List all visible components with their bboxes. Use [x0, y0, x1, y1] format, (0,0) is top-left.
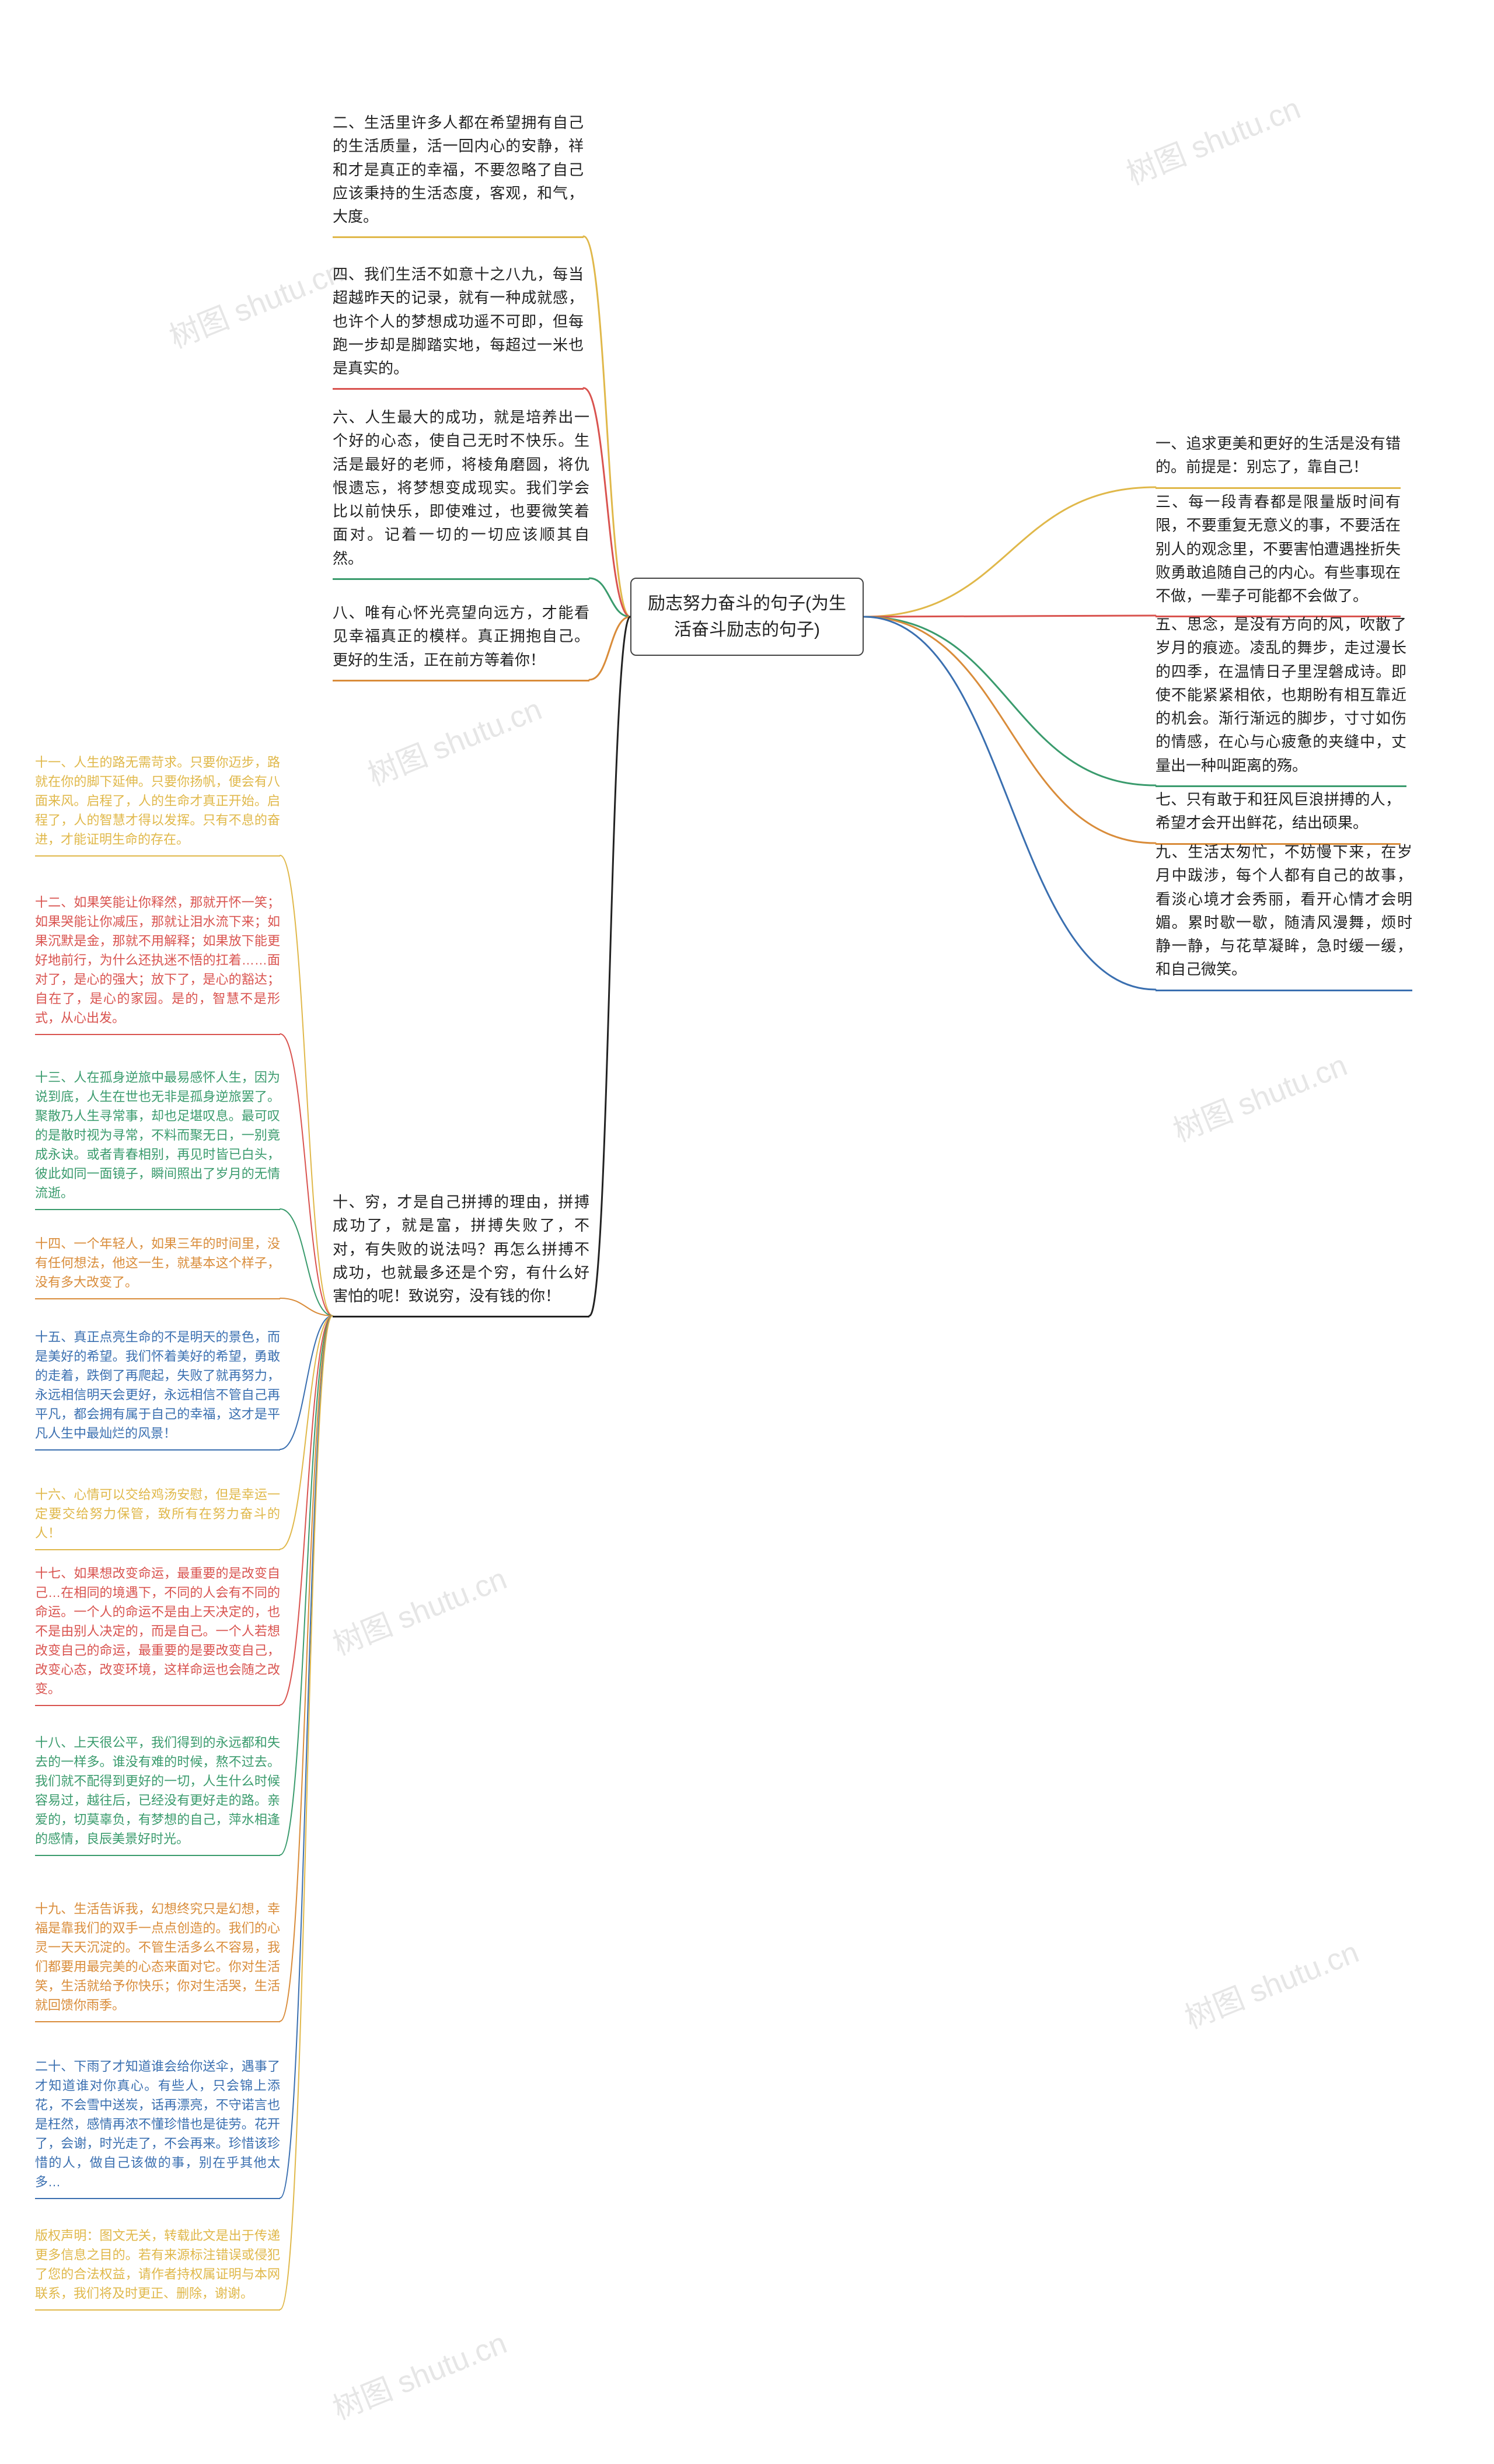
node-underline [333, 236, 584, 238]
branch-r7: 七、只有敢于和狂风巨浪拼搏的人，希望才会开出鲜花，结出硕果。 [1156, 788, 1401, 841]
sub-s14: 十四、一个年轻人，如果三年的时间里，没有任何想法，他这一生，就基本这个样子，没有… [35, 1234, 280, 1296]
branch-r9: 九、生活太匆忙，不妨慢下来，在岁月中跋涉，每个人都有自己的故事，看淡心境才会秀丽… [1156, 840, 1412, 987]
node-underline [333, 1316, 589, 1317]
node-underline [35, 1855, 280, 1856]
watermark: 树图 shutu.cn [360, 685, 547, 795]
branch-l10: 十、穷，才是自己拼搏的理由，拼搏成功了，就是富，拼搏失败了，不对，有失败的说法吗… [333, 1190, 589, 1313]
node-underline [35, 2021, 280, 2022]
node-underline [35, 2198, 280, 2199]
node-underline [1156, 487, 1401, 489]
branch-r5: 五、思念，是没有方向的风，吹散了岁月的痕迹。凌乱的舞步，走过漫长的四季，在温情日… [1156, 613, 1406, 783]
sub-s15: 十五、真正点亮生命的不是明天的景色，而是美好的希望。我们怀着美好的希望，勇敢的走… [35, 1327, 280, 1448]
sub-scr: 版权声明：图文无关，转载此文是出于传递更多信息之目的。若有来源标注错误或侵犯了您… [35, 2226, 280, 2308]
mindmap-canvas: 树图 shutu.cn 树图 shutu.cn 树图 shutu.cn 树图 shut… [0, 0, 1494, 2464]
sub-s11: 十一、人生的路无需苛求。只要你迈步，路就在你的脚下延伸。只要你扬帆，便会有八面来… [35, 753, 280, 854]
node-underline [1156, 785, 1406, 787]
node-underline [35, 2309, 280, 2311]
node-underline [35, 1449, 280, 1451]
sub-s16: 十六、心情可以交给鸡汤安慰，但是幸运一定要交给努力保管，致所有在努力奋斗的人！ [35, 1485, 280, 1547]
watermark: 树图 shutu.cn [162, 247, 348, 357]
watermark: 树图 shutu.cn [1119, 84, 1305, 194]
sub-s13: 十三、人在孤身逆旅中最易感怀人生，因为说到底，人生在世也无非是孤身逆旅罢了。聚散… [35, 1068, 280, 1207]
node-underline [35, 1298, 280, 1299]
sub-s12: 十二、如果笑能让你释然，那就开怀一笑；如果哭能让你减压，那就让泪水流下来；如果沉… [35, 893, 280, 1032]
sub-s18: 十八、上天很公平，我们得到的永远都和失去的一样多。谁没有难的时候，熬不过去。我们… [35, 1733, 280, 1853]
node-underline [1156, 990, 1412, 991]
node-underline [35, 1034, 280, 1035]
branch-r1: 一、追求更美和更好的生活是没有错的。前提是：别忘了，靠自己！ [1156, 432, 1401, 485]
center-node: 励志努力奋斗的句子(为生活奋斗励志的句子) [630, 578, 864, 656]
watermark: 树图 shutu.cn [325, 1554, 512, 1664]
watermark: 树图 shutu.cn [325, 2319, 512, 2428]
watermark: 树图 shutu.cn [1165, 1041, 1352, 1151]
sub-s17: 十七、如果想改变命运，最重要的是改变自己…在相同的境遇下，不同的人会有不同的命运… [35, 1564, 280, 1703]
branch-r3: 三、每一段青春都是限量版时间有限，不要重复无意义的事，不要活在别人的观念里，不要… [1156, 490, 1401, 613]
branch-l4: 四、我们生活不如意十之八九，每当超越昨天的记录，就有一种成就感，也许个人的梦想成… [333, 263, 584, 386]
node-underline [333, 680, 589, 681]
watermark: 树图 shutu.cn [1177, 1928, 1364, 2037]
sub-s19: 十九、生活告诉我，幻想终究只是幻想，幸福是靠我们的双手一点点创造的。我们的心灵一… [35, 1899, 280, 2019]
branch-l2: 二、生活里许多人都在希望拥有自己的生活质量，活一回内心的安静，祥和才是真正的幸福… [333, 111, 584, 234]
node-underline [333, 388, 584, 390]
sub-s20: 二十、下雨了才知道谁会给你送伞，遇事了才知道谁对你真心。有些人，只会锦上添花，不… [35, 2057, 280, 2196]
node-underline [35, 1549, 280, 1550]
node-underline [35, 855, 280, 857]
node-underline [333, 578, 589, 580]
node-underline [35, 1705, 280, 1706]
branch-l6: 六、人生最大的成功，就是培养出一个好的心态，使自己无时不快乐。生活是最好的老师，… [333, 406, 589, 576]
node-underline [35, 1209, 280, 1210]
branch-l8: 八、唯有心怀光亮望向远方，才能看见幸福真正的模样。真正拥抱自己。更好的生活，正在… [333, 601, 589, 677]
